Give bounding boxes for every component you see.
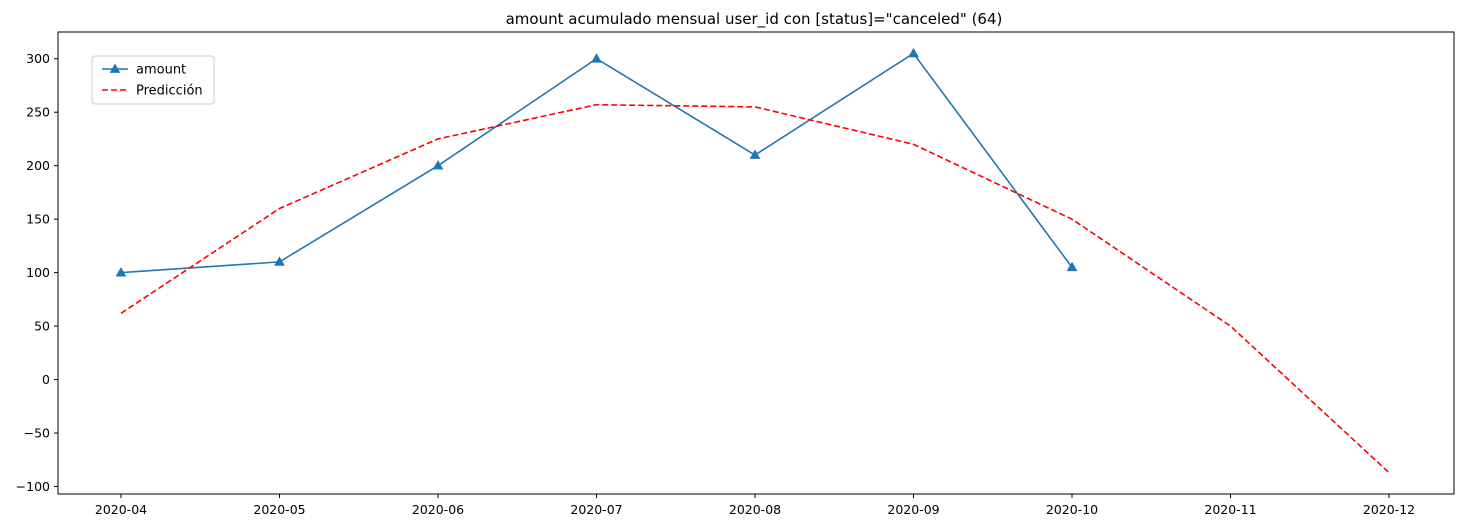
- y-tick-label: 150: [26, 212, 50, 227]
- y-tick-label: −100: [16, 479, 50, 494]
- legend-box: [91, 55, 215, 105]
- series-point: [591, 53, 602, 63]
- legend: amount Predicción: [91, 55, 215, 105]
- x-tick-label: 2020-11: [1204, 502, 1256, 517]
- y-tick-label: 300: [26, 51, 50, 66]
- y-tick-label: 250: [26, 105, 50, 120]
- series-layer: [115, 47, 1390, 474]
- legend-marker: [109, 63, 121, 73]
- x-tick-label: 2020-12: [1363, 502, 1415, 517]
- x-tick-label: 2020-09: [887, 502, 939, 517]
- y-tick-label: 50: [34, 319, 50, 334]
- x-tick-label: 2020-08: [729, 502, 781, 517]
- series-line-0: [120, 52, 1073, 274]
- legend-label: Predicción: [136, 84, 203, 99]
- series-point: [115, 267, 127, 277]
- series-line-1: [120, 103, 1390, 474]
- series-point: [749, 149, 761, 159]
- y-tick-label: 100: [26, 265, 50, 280]
- x-tick-label: 2020-05: [253, 502, 305, 517]
- legend-label: amount: [136, 63, 186, 78]
- plot-frame: [57, 31, 1455, 495]
- y-tick-label: 0: [42, 372, 50, 387]
- series-point: [274, 256, 285, 266]
- series-point: [908, 47, 919, 58]
- x-tick-label: 2020-04: [95, 502, 147, 517]
- y-tick-label: 200: [26, 158, 50, 173]
- x-tick-label: 2020-10: [1046, 502, 1098, 517]
- series-point: [1066, 261, 1078, 272]
- y-axis: −100 −50 0 50 100 150 200 250 300: [16, 51, 58, 494]
- series-point: [432, 160, 444, 170]
- x-tick-label: 2020-06: [412, 502, 464, 517]
- y-tick-label: −50: [24, 426, 50, 441]
- x-axis: 2020-04 2020-05 2020-06 2020-07 2020-08 2020-…: [95, 494, 1415, 517]
- x-tick-label: 2020-07: [570, 502, 622, 517]
- chart-title: amount acumulado mensual user_id con [st…: [506, 10, 1003, 29]
